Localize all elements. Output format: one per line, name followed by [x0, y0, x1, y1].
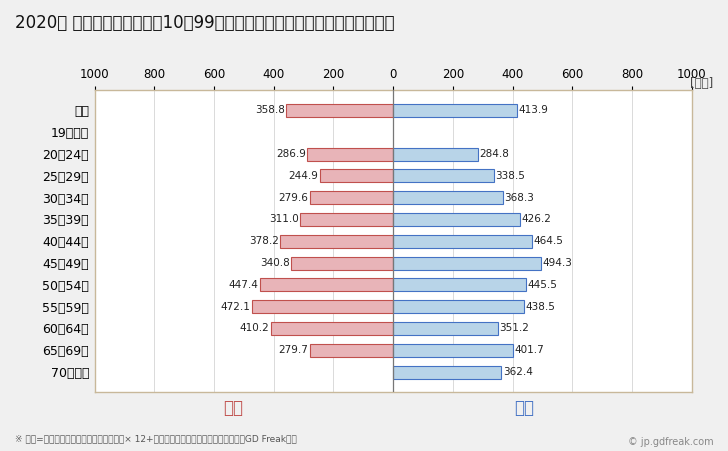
Text: 362.4: 362.4 [503, 367, 533, 377]
Bar [393, 257, 541, 270]
Bar [393, 169, 494, 182]
Text: [万円]: [万円] [690, 77, 713, 90]
Bar [286, 104, 393, 117]
Text: 286.9: 286.9 [276, 149, 306, 159]
Bar [271, 322, 393, 335]
Text: 368.3: 368.3 [505, 193, 534, 202]
Text: 445.5: 445.5 [528, 280, 558, 290]
Text: 426.2: 426.2 [522, 215, 552, 225]
Text: ※ 年収=「きまって支給する現金給与額」× 12+「年間賞与その他特別給与額」としてGD Freak推計: ※ 年収=「きまって支給する現金給与額」× 12+「年間賞与その他特別給与額」と… [15, 434, 296, 443]
Bar [280, 235, 393, 248]
Text: 284.8: 284.8 [480, 149, 510, 159]
Bar [309, 344, 393, 357]
Bar [393, 300, 524, 313]
Bar [393, 344, 513, 357]
Text: 378.2: 378.2 [249, 236, 279, 246]
Bar [252, 300, 393, 313]
Bar [393, 213, 521, 226]
Text: 447.4: 447.4 [228, 280, 258, 290]
Bar [320, 169, 393, 182]
Text: 494.3: 494.3 [542, 258, 572, 268]
Bar [260, 278, 393, 291]
Text: 472.1: 472.1 [221, 302, 250, 312]
Text: 311.0: 311.0 [269, 215, 298, 225]
Bar [393, 322, 498, 335]
Text: 358.8: 358.8 [255, 106, 285, 115]
Text: 413.9: 413.9 [518, 106, 548, 115]
Text: 男性: 男性 [514, 399, 534, 417]
Text: 279.6: 279.6 [278, 193, 308, 202]
Text: 338.5: 338.5 [496, 171, 526, 181]
Bar [307, 147, 393, 161]
Bar [309, 191, 393, 204]
Text: 279.7: 279.7 [278, 345, 308, 355]
Bar [300, 213, 393, 226]
Text: 女性: 女性 [223, 399, 243, 417]
Bar [393, 366, 502, 379]
Text: 410.2: 410.2 [240, 323, 269, 333]
Text: 244.9: 244.9 [289, 171, 319, 181]
Text: 401.7: 401.7 [515, 345, 545, 355]
Text: © jp.gdfreak.com: © jp.gdfreak.com [628, 437, 713, 447]
Bar [393, 191, 503, 204]
Text: 340.8: 340.8 [260, 258, 290, 268]
Bar [393, 278, 526, 291]
Bar [393, 104, 517, 117]
Bar [291, 257, 393, 270]
Text: 464.5: 464.5 [533, 236, 563, 246]
Bar [393, 235, 531, 248]
Text: 438.5: 438.5 [526, 302, 555, 312]
Text: 2020年 民間企業（従業者数10〜99人）フルタイム労働者の男女別平均年収: 2020年 民間企業（従業者数10〜99人）フルタイム労働者の男女別平均年収 [15, 14, 394, 32]
Text: 351.2: 351.2 [499, 323, 529, 333]
Bar [393, 147, 478, 161]
